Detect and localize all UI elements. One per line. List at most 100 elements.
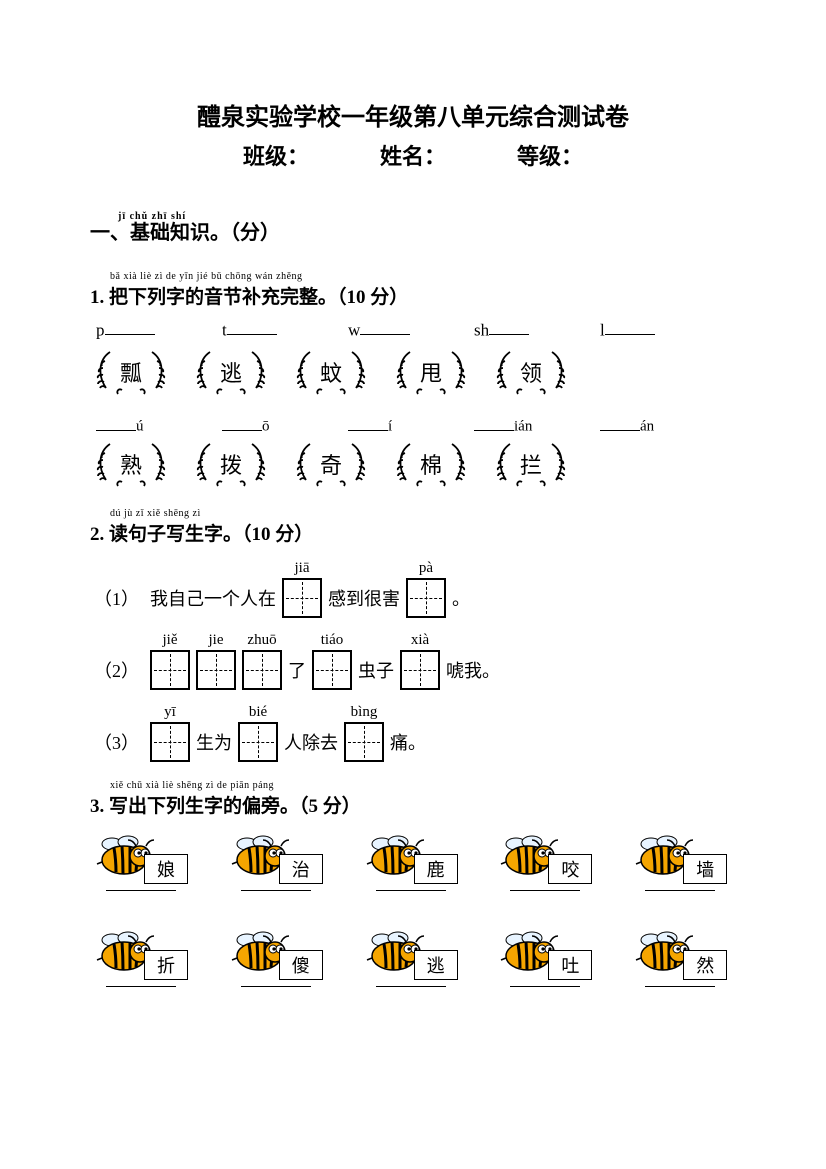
fill-blank[interactable] bbox=[227, 319, 277, 335]
grade-label[interactable]: 等级： bbox=[517, 140, 583, 173]
bee-item: 逃 bbox=[366, 930, 467, 1000]
q1-row2-finals: ú ō í ián án bbox=[90, 416, 736, 436]
char-box[interactable]: tiáo bbox=[312, 632, 352, 690]
wreath-char: 领 bbox=[496, 346, 566, 398]
tian-zi-ge[interactable] bbox=[400, 650, 440, 690]
char-box[interactable]: xià bbox=[400, 632, 440, 690]
wreath-char: 甩 bbox=[396, 346, 466, 398]
bee-char-box: 傻 bbox=[279, 950, 323, 980]
bee-char-box: 逃 bbox=[414, 950, 458, 980]
wreath-char: 棉 bbox=[396, 438, 466, 490]
char-box[interactable]: jie bbox=[196, 632, 236, 690]
radical-blank[interactable] bbox=[241, 890, 311, 891]
section1-heading: 一、基础知识。（分） bbox=[90, 221, 736, 245]
bee-char-box: 娘 bbox=[144, 854, 188, 884]
tian-zi-ge[interactable] bbox=[238, 722, 278, 762]
fill-blank[interactable] bbox=[600, 416, 640, 431]
fill-blank[interactable] bbox=[96, 416, 136, 431]
subtitle-row: 班级： 姓名： 等级： bbox=[90, 140, 736, 173]
q3-row2: 折傻逃吐然 bbox=[90, 930, 736, 1000]
radical-blank[interactable] bbox=[106, 986, 176, 987]
bee-char-box: 然 bbox=[683, 950, 727, 980]
sentence-text: 痛。 bbox=[390, 729, 426, 755]
bee-item: 折 bbox=[96, 930, 197, 1000]
wreath-char: 奇 bbox=[296, 438, 366, 490]
q1-final-3: ián bbox=[514, 419, 532, 435]
bee-char-box: 吐 bbox=[548, 950, 592, 980]
pinyin-label: bié bbox=[249, 704, 267, 722]
radical-blank[interactable] bbox=[106, 890, 176, 891]
pinyin-label: xià bbox=[411, 632, 429, 650]
bee-char-box: 墙 bbox=[683, 854, 727, 884]
wreath-char: 熟 bbox=[96, 438, 166, 490]
char-box[interactable]: zhuō bbox=[242, 632, 282, 690]
radical-blank[interactable] bbox=[241, 986, 311, 987]
q1-row2-chars: 熟拨奇棉拦 bbox=[90, 438, 736, 490]
sentence-text: 虫子 bbox=[358, 657, 394, 683]
radical-blank[interactable] bbox=[376, 986, 446, 987]
bee-char-box: 折 bbox=[144, 950, 188, 980]
name-label[interactable]: 姓名： bbox=[380, 140, 446, 173]
page-title: 醴泉实验学校一年级第八单元综合测试卷 bbox=[90, 100, 736, 136]
fill-blank[interactable] bbox=[489, 319, 529, 335]
bee-char-box: 治 bbox=[279, 854, 323, 884]
bee-item: 咬 bbox=[500, 834, 601, 904]
wreath-char: 瓢 bbox=[96, 346, 166, 398]
pinyin-label: tiáo bbox=[321, 632, 344, 650]
fill-blank[interactable] bbox=[222, 416, 262, 431]
tian-zi-ge[interactable] bbox=[150, 722, 190, 762]
tian-zi-ge[interactable] bbox=[406, 578, 446, 618]
bee-char-box: 咬 bbox=[548, 854, 592, 884]
q1-final-4: án bbox=[640, 419, 654, 435]
class-label[interactable]: 班级： bbox=[243, 140, 309, 173]
fill-blank[interactable] bbox=[605, 319, 655, 335]
radical-blank[interactable] bbox=[645, 986, 715, 987]
q2-sentence: （3）yī生为 bié 人除去bìng痛。 bbox=[90, 704, 736, 762]
fill-blank[interactable] bbox=[348, 416, 388, 431]
q2-heading: 2. 读句子写生字。（10 分） bbox=[90, 524, 313, 545]
tian-zi-ge[interactable] bbox=[150, 650, 190, 690]
char-box[interactable]: jiā bbox=[282, 560, 322, 618]
bee-item: 吐 bbox=[500, 930, 601, 1000]
sentence-text: 生为 bbox=[196, 729, 232, 755]
pinyin-label: pà bbox=[419, 560, 433, 578]
radical-blank[interactable] bbox=[645, 890, 715, 891]
q1-heading: 1. 把下列字的音节补充完整。（10 分） bbox=[90, 287, 408, 308]
tian-zi-ge[interactable] bbox=[312, 650, 352, 690]
q1-init-2: w bbox=[348, 320, 360, 339]
bee-item: 然 bbox=[635, 930, 736, 1000]
q1-init-0: p bbox=[96, 320, 105, 339]
pinyin-label: jiě bbox=[163, 632, 178, 650]
q3-row1: 娘治鹿咬墙 bbox=[90, 834, 736, 904]
q2-ruby: dú jù zǐ xiě shēng zì bbox=[110, 508, 736, 519]
bee-char-box: 鹿 bbox=[414, 854, 458, 884]
sentence-text: 唬我。 bbox=[446, 657, 500, 683]
radical-blank[interactable] bbox=[376, 890, 446, 891]
sentence-text: 人除去 bbox=[284, 729, 338, 755]
fill-blank[interactable] bbox=[105, 319, 155, 335]
char-box[interactable]: bìng bbox=[344, 704, 384, 762]
tian-zi-ge[interactable] bbox=[196, 650, 236, 690]
bee-item: 鹿 bbox=[366, 834, 467, 904]
char-box[interactable]: jiě bbox=[150, 632, 190, 690]
wreath-char: 蚊 bbox=[296, 346, 366, 398]
sentence-text: 了 bbox=[288, 657, 306, 683]
wreath-char: 拨 bbox=[196, 438, 266, 490]
radical-blank[interactable] bbox=[510, 986, 580, 987]
wreath-char: 逃 bbox=[196, 346, 266, 398]
char-box[interactable]: bié bbox=[238, 704, 278, 762]
q2-sentence: （1）我自己一个人在jiā感到很害pà。 bbox=[90, 560, 736, 618]
fill-blank[interactable] bbox=[360, 319, 410, 335]
tian-zi-ge[interactable] bbox=[282, 578, 322, 618]
fill-blank[interactable] bbox=[474, 416, 514, 431]
q1-row1-initials: p t w sh l bbox=[90, 319, 736, 340]
pinyin-label: jie bbox=[209, 632, 224, 650]
char-box[interactable]: yī bbox=[150, 704, 190, 762]
tian-zi-ge[interactable] bbox=[242, 650, 282, 690]
radical-blank[interactable] bbox=[510, 890, 580, 891]
pinyin-label: jiā bbox=[295, 560, 310, 578]
char-box[interactable]: pà bbox=[406, 560, 446, 618]
tian-zi-ge[interactable] bbox=[344, 722, 384, 762]
sentence-index: （3） bbox=[94, 729, 144, 755]
q1-row1-chars: 瓢逃蚊甩领 bbox=[90, 346, 736, 398]
